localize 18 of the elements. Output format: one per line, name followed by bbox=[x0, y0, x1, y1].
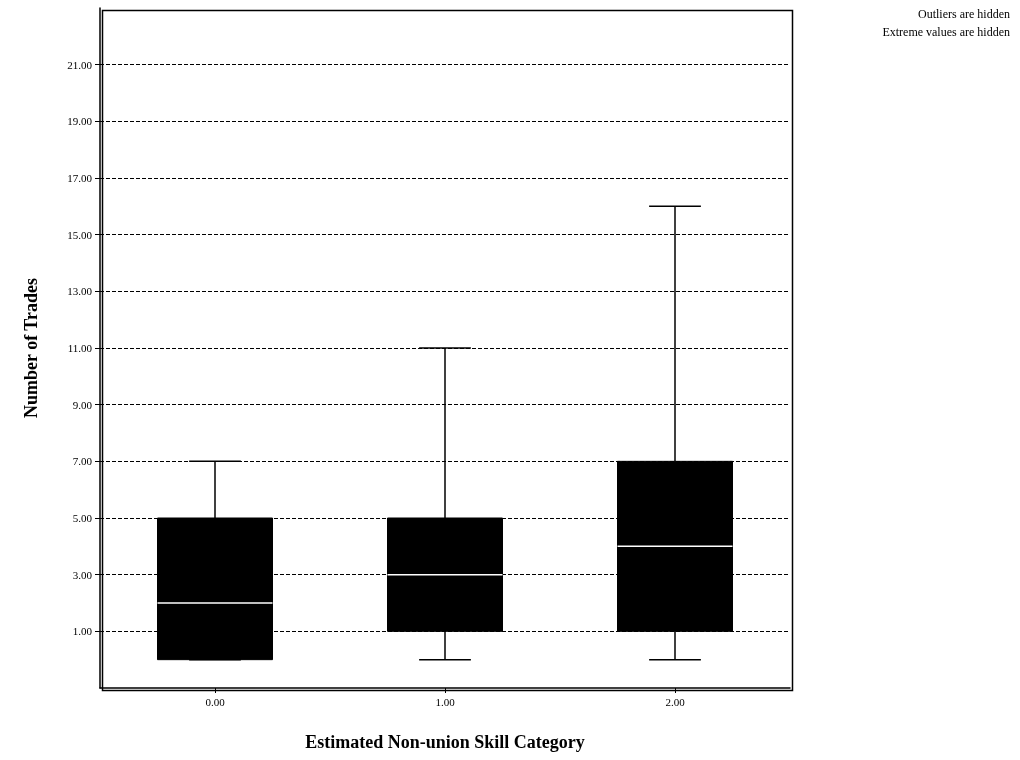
x-axis-title: Estimated Non-union Skill Category bbox=[305, 732, 585, 752]
y-tick-label: 7.00 bbox=[72, 455, 93, 468]
y-tick-label: 19.00 bbox=[67, 115, 93, 128]
x-tick-label: 1.00 bbox=[435, 695, 456, 708]
y-tick-label: 13.00 bbox=[67, 285, 93, 298]
y-axis-title: Number of Trades bbox=[21, 277, 41, 419]
text: Outliers are hidden bbox=[918, 7, 1010, 21]
y-tick-label: 11.00 bbox=[67, 342, 93, 354]
x-tick-label: 0.00 bbox=[205, 695, 226, 708]
y-tick-label: 17.00 bbox=[67, 172, 93, 184]
text: Extreme values are hidden bbox=[882, 25, 1011, 39]
x-tick-label: 2.00 bbox=[665, 695, 686, 708]
y-tick-label: 5.00 bbox=[72, 512, 93, 524]
y-tick-label: 15.00 bbox=[67, 228, 93, 241]
y-tick-label: 3.00 bbox=[72, 568, 93, 581]
y-tick-label: 21.00 bbox=[67, 58, 93, 71]
y-tick-label: 9.00 bbox=[72, 398, 93, 411]
y-tick-label: 1.00 bbox=[72, 625, 93, 638]
